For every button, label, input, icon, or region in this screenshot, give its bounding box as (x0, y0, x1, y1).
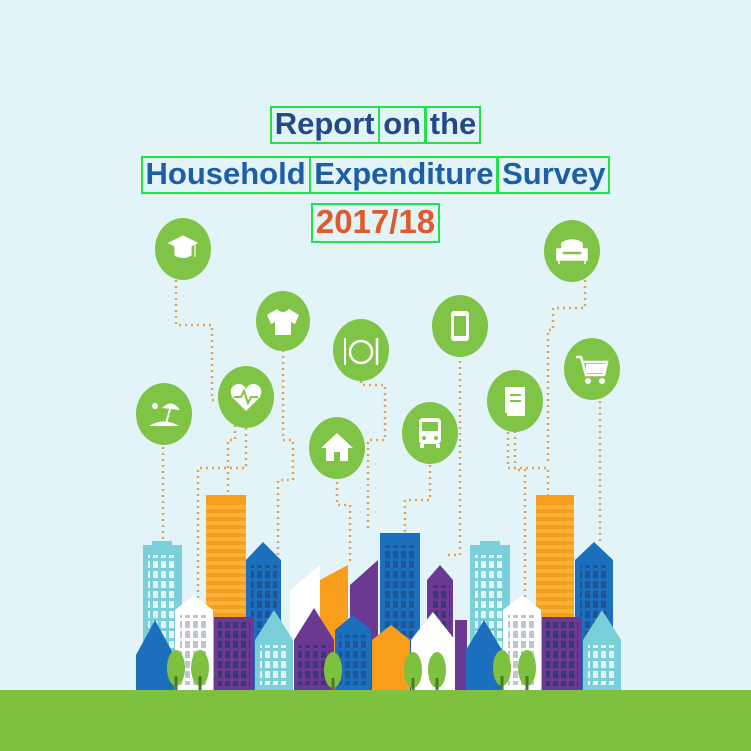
connector-lines (161, 280, 602, 610)
bubble-house (309, 417, 365, 479)
title-word: on (378, 106, 427, 144)
bubble-armchair (544, 220, 600, 282)
title-word: Survey (497, 156, 611, 194)
title-word: Report (269, 106, 380, 144)
armchair-icon (556, 239, 588, 264)
heartbeat-icon (230, 383, 262, 411)
bubble-beach (136, 383, 192, 445)
smartphone-icon (451, 311, 469, 341)
title-year: 2017/18 (0, 203, 751, 243)
book-icon (505, 387, 525, 416)
title-line-1: Report on the (0, 106, 751, 144)
bus-icon (419, 418, 441, 448)
beach-umbrella-icon (149, 403, 180, 426)
bubble-graduation (155, 218, 211, 280)
title-line-2: Household Expenditure Survey (0, 156, 751, 194)
graduation-cap-icon (167, 235, 199, 259)
shirt-icon (267, 309, 299, 335)
ground (0, 690, 751, 751)
bubble-shirt (256, 291, 310, 351)
shopping-cart-icon (576, 355, 609, 384)
bubble-dining (333, 319, 389, 381)
buildings (136, 495, 621, 690)
title-word: Expenditure (309, 156, 499, 194)
bubble-health (218, 366, 274, 428)
bubble-cart (564, 338, 620, 400)
bubble-bus (402, 402, 458, 464)
bubble-phone (432, 295, 488, 357)
plate-fork-knife-icon (344, 338, 379, 365)
title-word: the (424, 106, 482, 144)
trees (167, 650, 536, 692)
house-icon (321, 433, 353, 461)
bubble-book (487, 370, 543, 432)
title-word: 2017/18 (310, 203, 441, 243)
title-word: Household (140, 156, 311, 194)
